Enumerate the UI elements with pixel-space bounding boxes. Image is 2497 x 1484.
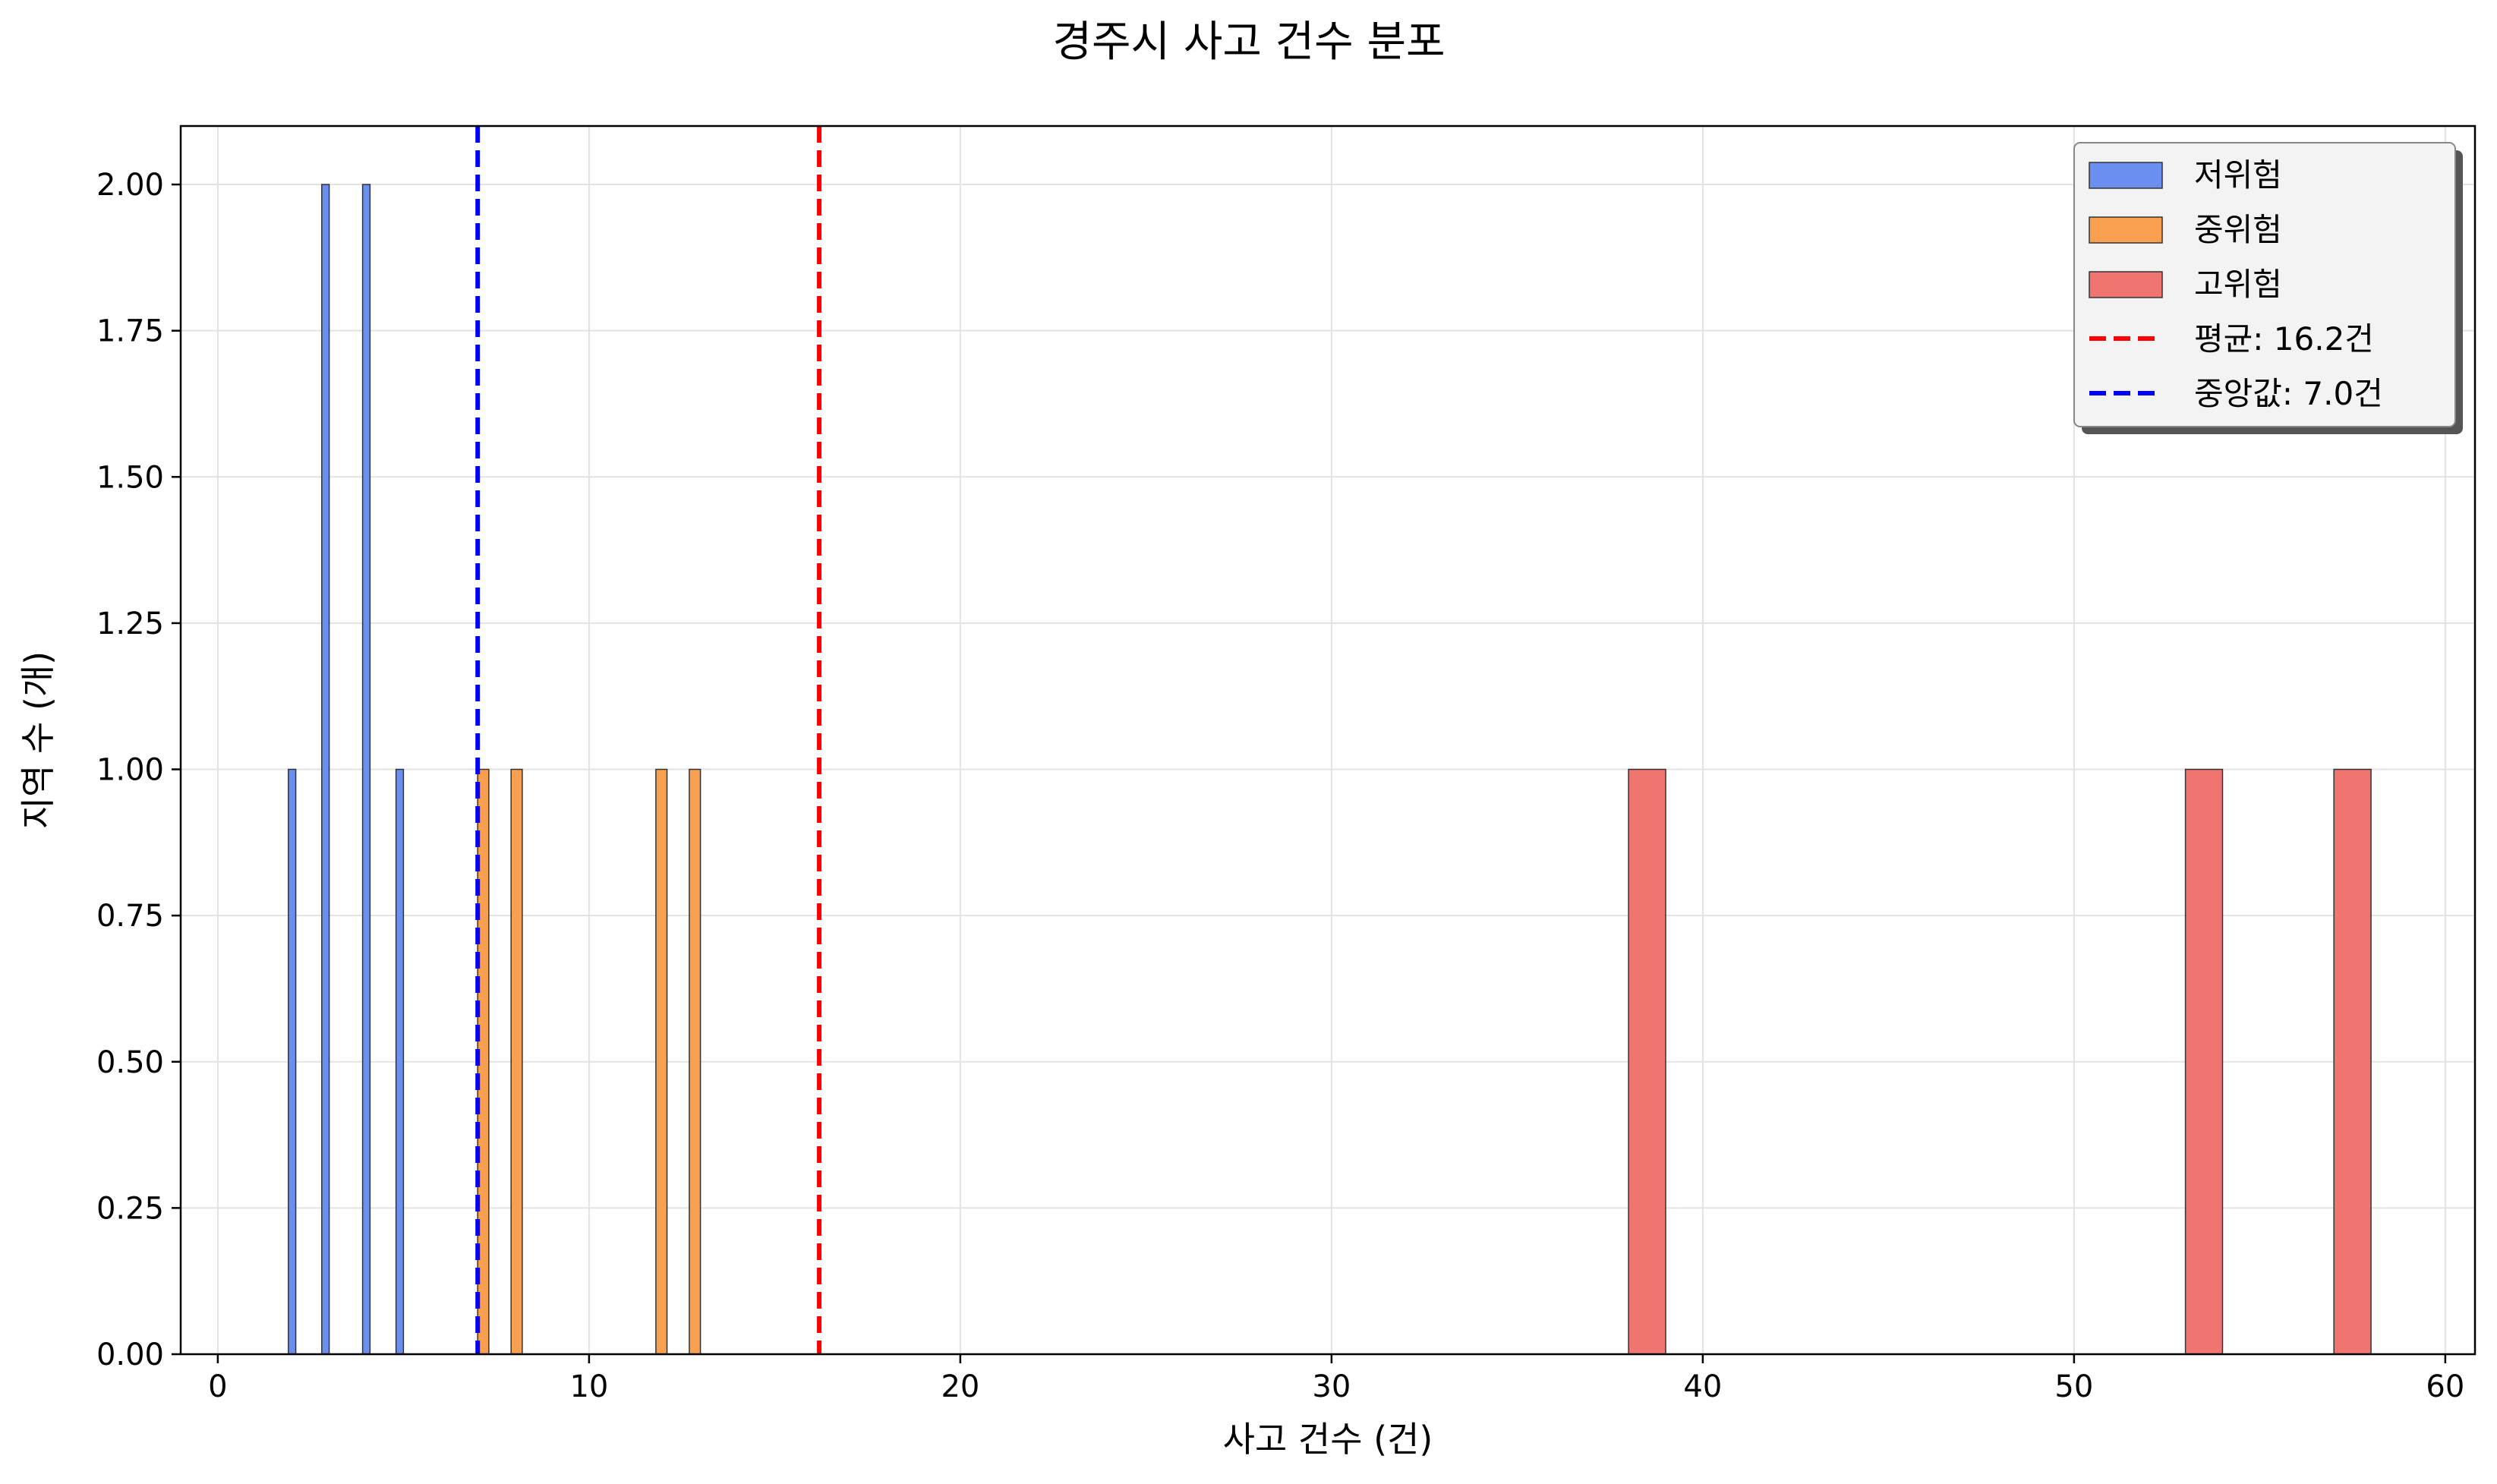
chart-title: 경주시 사고 건수 분포 <box>1052 17 1445 67</box>
y-tick-label: 0.50 <box>96 1045 164 1080</box>
histogram-bar <box>361 184 371 1355</box>
y-tick-label: 0.75 <box>96 899 164 934</box>
y-axis-label: 지역 수 (개) <box>17 651 58 829</box>
y-tick-label: 2.00 <box>96 168 164 203</box>
histogram-bar <box>2184 768 2224 1355</box>
histogram-bar <box>1628 768 1666 1355</box>
legend-label: 중앙값: 7.0건 <box>2194 375 2383 412</box>
legend-swatch <box>2089 216 2163 244</box>
x-tick-label: 50 <box>2054 1369 2093 1404</box>
histogram-bar <box>2333 768 2372 1355</box>
y-tick-label: 0.00 <box>96 1337 164 1372</box>
reference-lines <box>475 126 822 1354</box>
histogram-bar <box>288 768 297 1355</box>
x-axis-label: 사고 건수 (건) <box>1223 1419 1433 1460</box>
legend-swatch <box>2089 162 2163 189</box>
y-tick-label: 1.50 <box>96 460 164 495</box>
histogram-bar <box>321 184 330 1355</box>
y-axis-ticks: 0.00 0.25 0.50 0.75 1.00 1.25 1.50 1.75 2.00 <box>96 168 181 1372</box>
y-tick-label: 1.00 <box>96 753 164 788</box>
legend-swatch <box>2089 271 2163 298</box>
histogram-bar <box>689 768 701 1355</box>
x-tick-label: 40 <box>1683 1369 1722 1404</box>
legend-label: 저위험 <box>2194 156 2282 194</box>
legend-label: 중위험 <box>2194 211 2282 248</box>
legend-box <box>2073 142 2456 427</box>
legend-label: 평균: 16.2건 <box>2194 320 2374 358</box>
x-tick-label: 60 <box>2426 1369 2464 1404</box>
histogram-bar <box>510 768 523 1355</box>
legend-label: 고위험 <box>2194 266 2282 303</box>
histogram-bar <box>395 768 405 1355</box>
x-axis-ticks: 0 10 20 30 40 50 60 <box>208 1354 2464 1404</box>
x-tick-label: 20 <box>941 1369 979 1404</box>
plot-area-frame <box>179 124 2477 1356</box>
y-tick-label: 0.25 <box>96 1191 164 1226</box>
y-tick-label: 1.75 <box>96 314 164 349</box>
x-tick-label: 10 <box>569 1369 608 1404</box>
x-tick-label: 30 <box>1312 1369 1351 1404</box>
x-tick-label: 0 <box>208 1369 227 1404</box>
histogram-bar <box>655 768 668 1355</box>
y-tick-label: 1.25 <box>96 607 164 641</box>
